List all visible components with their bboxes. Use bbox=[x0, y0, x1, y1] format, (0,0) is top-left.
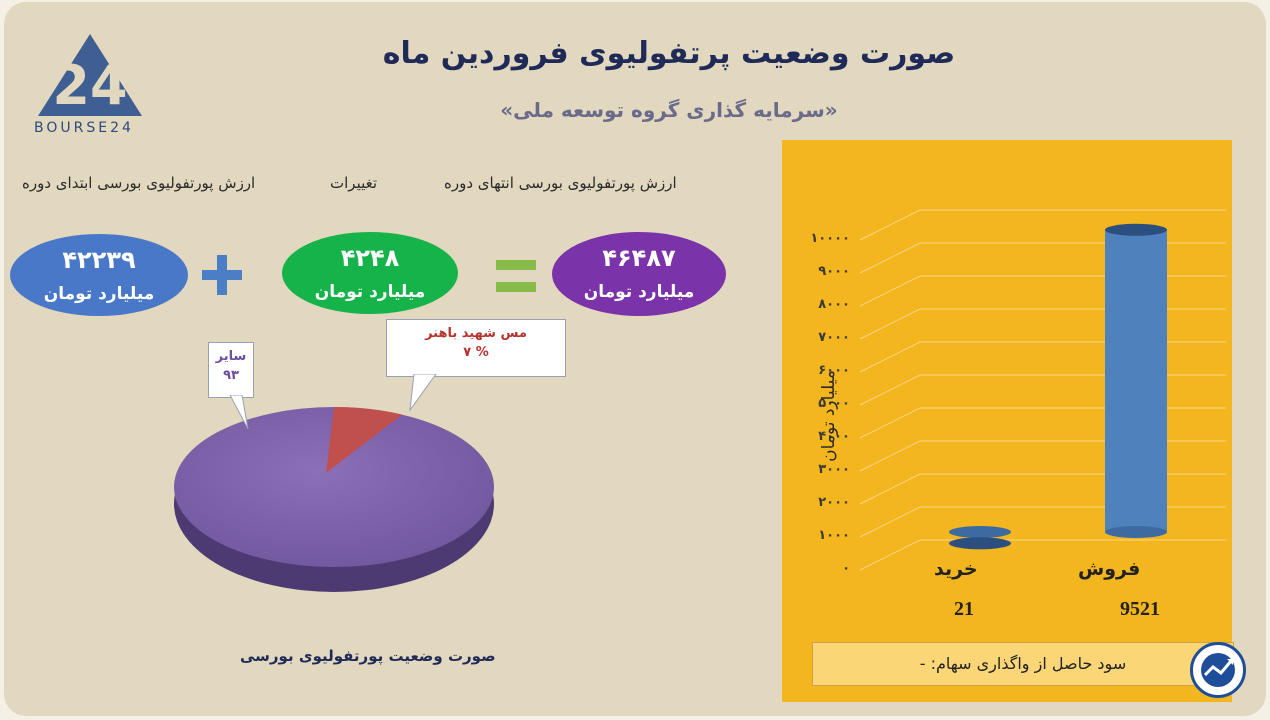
gridline bbox=[859, 275, 1226, 307]
page-title: صورت وضعیت پرتفولیوی فروردین ماه bbox=[382, 36, 956, 71]
gridline bbox=[859, 440, 1226, 472]
ytick-label: ۲۰۰۰ bbox=[818, 495, 850, 510]
ytick-label: ۷۰۰۰ bbox=[818, 330, 850, 345]
bar-buy bbox=[949, 526, 1011, 550]
profit-note: سود حاصل از واگذاری سهام: - bbox=[812, 642, 1234, 686]
trend-arrow-icon bbox=[1190, 642, 1246, 698]
start-value-number: ۴۲۲۳۹ bbox=[62, 246, 136, 274]
end-value-unit: میلیارد تومان bbox=[583, 282, 695, 302]
end-value-bubble: ۴۶۴۸۷ میلیارد تومان bbox=[552, 232, 726, 316]
ytick-label: ۳۰۰۰ bbox=[818, 462, 850, 477]
change-value-unit: میلیارد تومان bbox=[314, 282, 426, 302]
pie-value-mes: % ۷ bbox=[463, 345, 489, 360]
svg-text:24: 24 bbox=[52, 54, 127, 117]
ytick-label: ۱۰۰۰ bbox=[818, 528, 850, 543]
gridline bbox=[859, 242, 1226, 274]
gridline bbox=[859, 407, 1226, 439]
logo-text: BOURSE24 bbox=[34, 120, 134, 136]
bar-chart-bars bbox=[949, 223, 1167, 550]
plus-icon bbox=[202, 255, 242, 299]
gridline bbox=[859, 539, 1226, 571]
bar-chart-gridlines bbox=[859, 209, 1226, 571]
header-start-value: ارزش پورتفولیوی بورسی ابتدای دوره bbox=[22, 174, 256, 192]
equals-icon bbox=[496, 260, 536, 298]
bar-value-buy: 21 bbox=[954, 598, 974, 620]
pie-callout-mes: مس شهید باهنر % ۷ bbox=[386, 319, 566, 377]
ytick-label: ۵۰۰۰ bbox=[818, 396, 850, 411]
end-value-number: ۴۶۴۸۷ bbox=[602, 244, 676, 272]
gridline bbox=[859, 473, 1226, 505]
ytick-label: ۴۰۰۰ bbox=[818, 429, 850, 444]
gridline bbox=[859, 209, 1226, 241]
change-value-number: ۴۲۴۸ bbox=[340, 244, 400, 272]
gridline bbox=[859, 308, 1226, 340]
bar-chart bbox=[859, 209, 1226, 571]
pie-chart-title: صورت وضعیت پورتفولیوی بورسی bbox=[240, 647, 496, 665]
start-value-bubble: ۴۲۲۳۹ میلیارد تومان bbox=[10, 234, 188, 316]
pie-chart bbox=[174, 407, 494, 592]
pie-callout-other: سایر ۹۳ bbox=[208, 342, 254, 398]
ytick-label: ۹۰۰۰ bbox=[818, 264, 850, 279]
page-subtitle: «سرمایه گذاری گروه توسعه ملی» bbox=[500, 98, 838, 122]
change-value-bubble: ۴۲۴۸ میلیارد تومان bbox=[282, 232, 458, 314]
bourse24-logo-icon: 24 bbox=[38, 34, 142, 117]
ytick-label: ۶۰۰۰ bbox=[818, 363, 850, 378]
callout-pointer bbox=[229, 395, 249, 430]
bar-sell bbox=[1105, 223, 1167, 538]
ytick-label: ۱۰۰۰۰ bbox=[810, 231, 850, 246]
pie-value-other: ۹۳ bbox=[223, 368, 239, 383]
pie-label-other: سایر bbox=[215, 349, 247, 364]
infographic-card: 24 BOURSE24 صورت وضعیت پرتفولیوی فروردین… bbox=[4, 2, 1266, 716]
bar-category-buy: خرید bbox=[934, 558, 978, 580]
ytick-label: ۰ bbox=[842, 561, 850, 576]
callout-pointer bbox=[409, 374, 437, 412]
header-end-value: ارزش پورتفولیوی بورسی انتهای دوره bbox=[444, 174, 677, 192]
gridline bbox=[859, 374, 1226, 406]
pie-slice-mes-shahid-bahonar bbox=[326, 407, 403, 473]
ytick-label: ۸۰۰۰ bbox=[818, 297, 850, 312]
bar-value-sell: 9521 bbox=[1120, 598, 1160, 620]
gridline bbox=[859, 341, 1226, 373]
start-value-unit: میلیارد تومان bbox=[43, 284, 155, 304]
bar-category-sell: فروش bbox=[1078, 558, 1141, 580]
header-change: تغییرات bbox=[330, 174, 378, 192]
gridline bbox=[859, 506, 1226, 538]
pie-label-mes: مس شهید باهنر bbox=[425, 326, 527, 341]
pie-slice-other bbox=[174, 407, 494, 567]
bar-chart-ylabel: میلیارد تومان bbox=[819, 370, 839, 462]
